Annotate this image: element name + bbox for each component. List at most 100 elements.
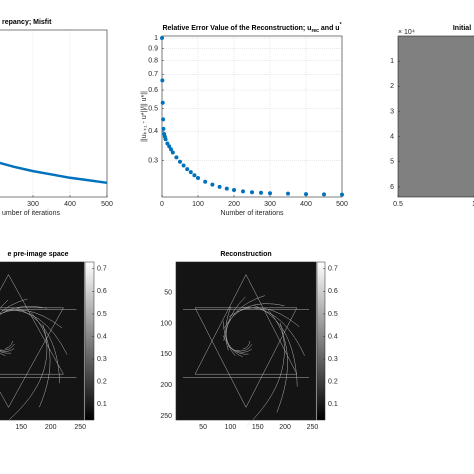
data-point: [188, 170, 193, 175]
image: [0, 262, 84, 420]
y-tick-label: 200: [160, 382, 172, 389]
star-edge: [0, 307, 64, 408]
y-tick-label: 6: [390, 184, 394, 191]
colorbar-tick-label: 0.1: [97, 401, 107, 408]
data-point: [169, 147, 173, 152]
axes-box: [161, 35, 343, 198]
x-axis-label: Number of iterations: [220, 210, 284, 217]
data-point: [192, 173, 197, 178]
data-point: [210, 182, 215, 187]
axes-box: [0, 261, 85, 421]
swirl: [225, 296, 246, 351]
x-tick-label: 400: [64, 201, 76, 208]
star-edge: [194, 274, 298, 375]
y-tick-label: 4: [390, 133, 394, 140]
x-tick-label: 300: [27, 201, 39, 208]
y-tick-label: 5: [390, 159, 394, 166]
colorbar-tick-label: 0.4: [97, 333, 107, 340]
swirl: [5, 340, 13, 349]
x-tick-label: 200: [45, 424, 57, 431]
data-point: [174, 155, 179, 160]
colorbar: [84, 261, 95, 421]
data-point: [178, 159, 182, 164]
swirl: [8, 324, 48, 421]
data-point: [250, 190, 254, 195]
swirl: [0, 299, 9, 309]
axes-box: [397, 35, 474, 198]
y-axis-label: ||uₖ₊₁ - u*||/|| u*||: [141, 91, 148, 142]
data-point: [161, 126, 166, 131]
data-point: [241, 189, 245, 194]
swirl: [227, 345, 252, 353]
data-line: [0, 161, 108, 185]
colorbar-tick-label: 0.7: [328, 266, 338, 273]
data-point: [185, 167, 190, 172]
swirl: [235, 344, 253, 352]
data-point: [304, 192, 308, 197]
x-tick-label: 100: [225, 424, 237, 431]
y-tick-label: 250: [160, 413, 172, 420]
swirl: [0, 352, 6, 356]
swirl: [0, 343, 15, 351]
data-point: [259, 190, 263, 195]
x-axis-label: umber of iterations: [2, 210, 60, 217]
x-tick-label: 400: [300, 201, 312, 208]
data-point: [286, 191, 290, 196]
title-part: rec: [311, 28, 319, 34]
y-tick-label: 100: [160, 320, 172, 327]
data-point: [160, 100, 165, 105]
x-tick-label: 1: [472, 201, 474, 208]
swirl: [246, 323, 285, 427]
swirl: [222, 335, 249, 355]
y-tick-label: 0.7: [148, 71, 158, 78]
chart-title: Reconstruction: [220, 251, 271, 258]
y-tick-label: 0.4: [148, 128, 158, 135]
x-tick-label: 500: [101, 201, 113, 208]
y-tick-label: 0.3: [148, 158, 158, 165]
title-part: *: [340, 22, 342, 28]
swirl: [242, 340, 251, 350]
x-tick-label: 150: [252, 424, 264, 431]
y-tick-label: 0.8: [148, 58, 158, 65]
chart-title: e pre-image space: [7, 251, 68, 258]
data-point: [224, 186, 229, 191]
y-multiplier: × 10⁴: [398, 29, 415, 36]
y-tick-label: 150: [160, 351, 172, 358]
swirl: [229, 307, 300, 327]
data-point: [196, 176, 200, 181]
axes-background: [162, 36, 342, 197]
x-tick-label: 300: [264, 201, 276, 208]
colorbar-tick-label: 0.6: [97, 288, 107, 295]
x-tick-label: 200: [228, 201, 240, 208]
colorbar-tick-label: 0.2: [328, 378, 338, 385]
data-point: [167, 144, 172, 149]
x-tick-label: 250: [74, 424, 86, 431]
y-tick-label: 1: [390, 58, 394, 65]
x-tick-label: 250: [307, 424, 319, 431]
y-tick-label: 50: [164, 289, 172, 296]
swirl: [239, 307, 305, 356]
swirl: [0, 348, 15, 352]
y-tick-label: 1: [154, 35, 158, 42]
data-point: [163, 137, 168, 142]
y-tick-label: 3: [390, 108, 394, 115]
colorbar-tick-label: 0.5: [328, 311, 338, 318]
data-point: [232, 187, 236, 192]
y-tick-label: 0.9: [148, 46, 158, 53]
chart-title: Initial: [453, 25, 471, 32]
axes-box: [175, 261, 317, 421]
data-point: [268, 191, 272, 196]
x-tick-label: 200: [279, 424, 291, 431]
data-point: [165, 141, 170, 146]
data-point: [161, 117, 166, 122]
swirl: [0, 351, 12, 354]
x-tick-label: 0.5: [393, 201, 403, 208]
swirl: [2, 309, 68, 355]
x-tick-label: 100: [192, 201, 204, 208]
colorbar-tick-label: 0.6: [328, 288, 338, 295]
star-edge: [0, 274, 64, 375]
data-point: [217, 184, 222, 189]
data-point: [170, 150, 175, 155]
image: [176, 262, 316, 420]
